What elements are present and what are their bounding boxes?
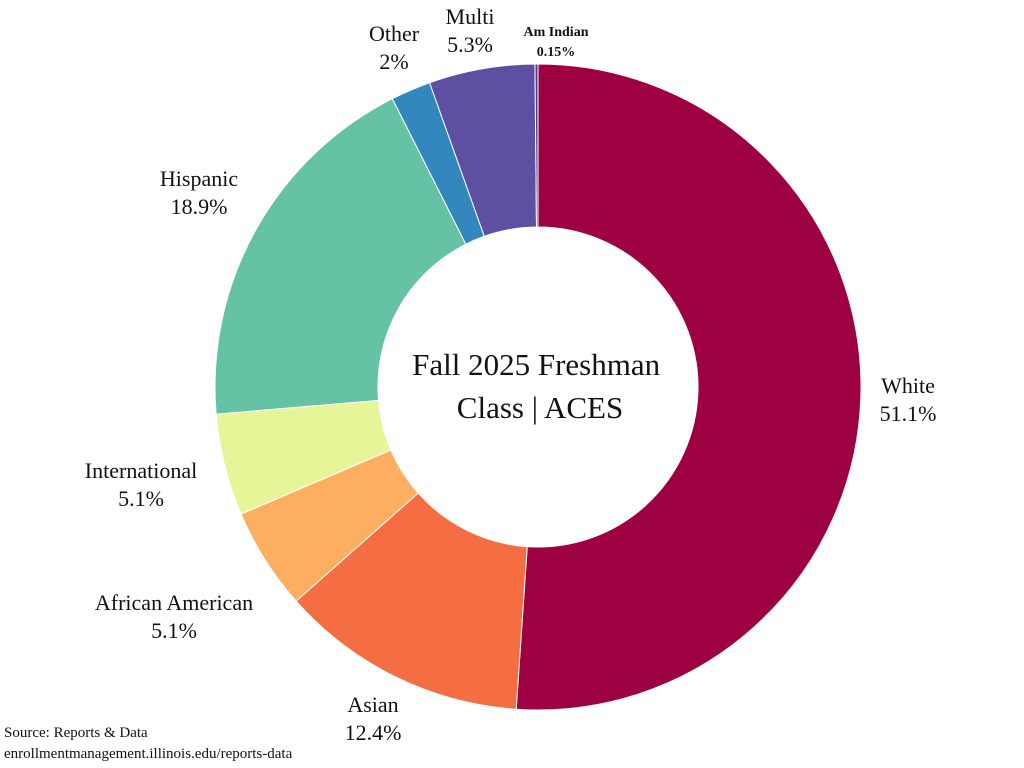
label-am-indian: Am Indian 0.15%: [524, 25, 589, 60]
source-line-2[interactable]: enrollmentmanagement.illinois.edu/report…: [4, 746, 293, 762]
label-name: International: [85, 458, 197, 483]
center-title-line-2: Class | ACES: [457, 390, 623, 425]
label-name: White: [881, 373, 935, 398]
label-value: 0.15%: [537, 45, 576, 60]
slice-am-indian: [534, 63, 539, 228]
label-international: International 5.1%: [85, 458, 197, 511]
label-other: Other 2%: [369, 21, 420, 74]
center-title-line-1: Fall 2025 Freshman: [412, 347, 660, 382]
label-name: Am Indian: [524, 25, 589, 40]
label-name: Asian: [347, 692, 398, 717]
label-value: 51.1%: [880, 401, 937, 426]
label-value: 5.1%: [151, 618, 197, 643]
source-line-1: Source: Reports & Data: [4, 725, 148, 741]
donut-slices: [214, 63, 862, 711]
source-note: Source: Reports & Data enrollmentmanagem…: [4, 723, 292, 765]
slice-asian: [295, 492, 528, 710]
label-multi: Multi 5.3%: [446, 4, 495, 57]
label-name: Other: [369, 21, 420, 46]
center-title: Fall 2025 Freshman Class | ACES: [412, 347, 668, 425]
label-value: 5.3%: [447, 32, 493, 57]
label-value: 12.4%: [345, 720, 402, 745]
label-white: White 51.1%: [880, 373, 937, 426]
label-asian: Asian 12.4%: [345, 692, 402, 745]
label-value: 5.1%: [118, 486, 164, 511]
label-value: 2%: [379, 49, 408, 74]
label-name: Hispanic: [160, 166, 238, 191]
label-name: Multi: [446, 4, 495, 29]
label-african-american: African American 5.1%: [95, 590, 253, 643]
slice-labels: White 51.1% Asian 12.4% African American 5.1%…: [85, 4, 937, 745]
label-name: African American: [95, 590, 253, 615]
slice-hispanic: [214, 98, 467, 415]
slice-white: [515, 63, 862, 711]
label-value: 18.9%: [171, 194, 228, 219]
label-hispanic: Hispanic 18.9%: [160, 166, 238, 219]
